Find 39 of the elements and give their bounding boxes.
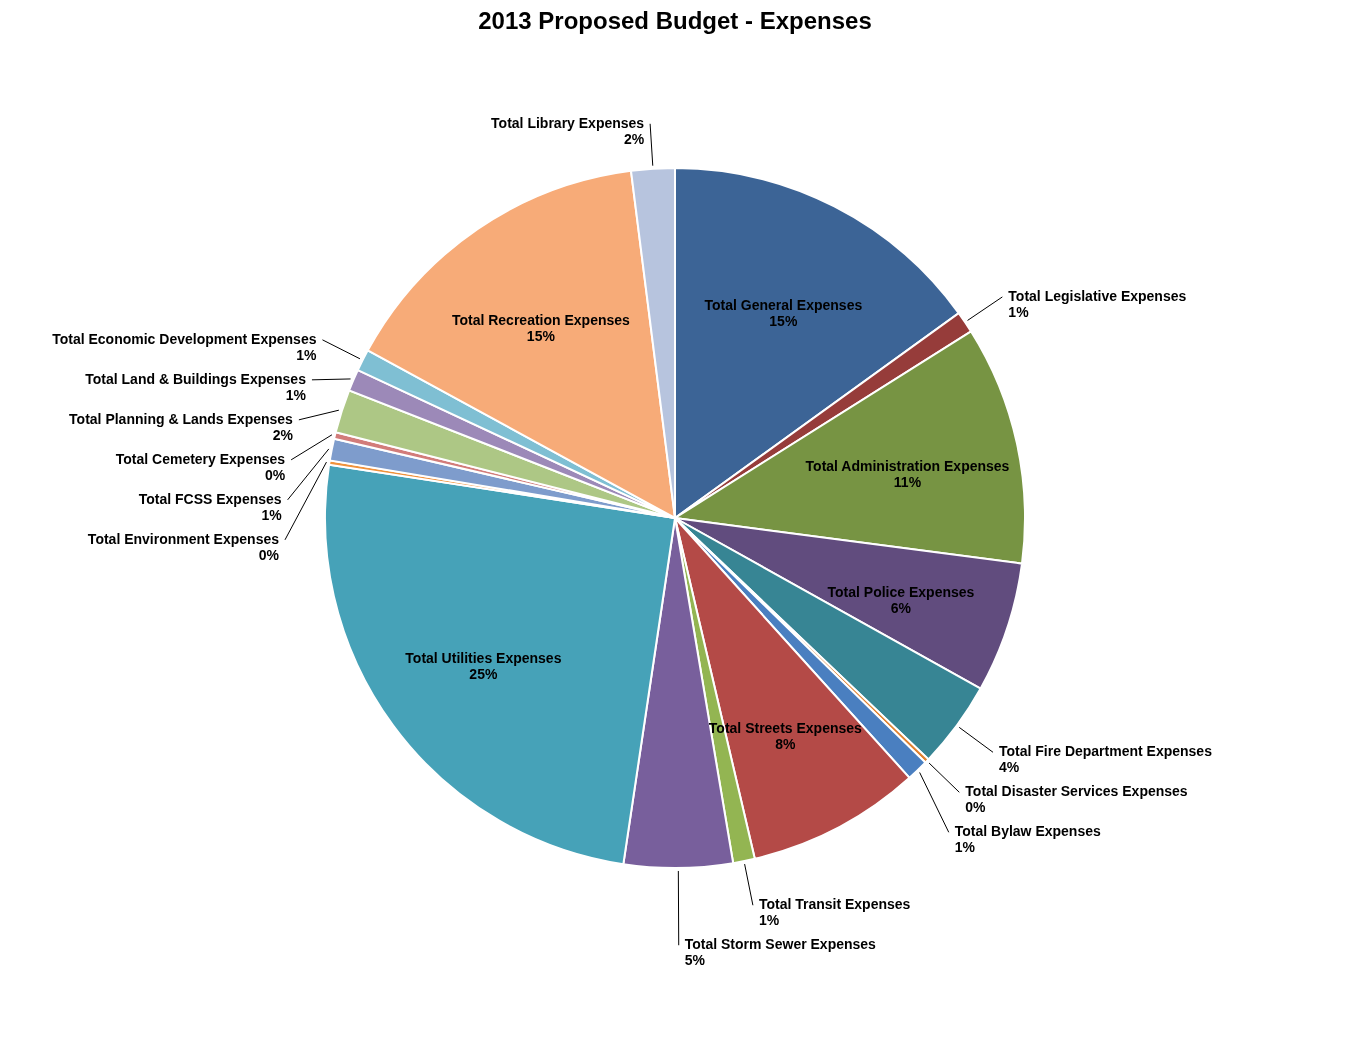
data-label: 15% bbox=[526, 328, 556, 345]
slice-label: Total Disaster Services Expenses bbox=[965, 783, 1188, 800]
data-label: 0% bbox=[258, 546, 280, 563]
slice-label: Total Bylaw Expenses bbox=[954, 823, 1101, 840]
slice-label: Total Economic Development Expenses bbox=[52, 330, 317, 347]
slice-label: Total FCSS Expenses bbox=[138, 490, 282, 507]
data-label: 6% bbox=[890, 599, 912, 616]
slice-label: Total Land & Buildings Expenses bbox=[85, 370, 307, 387]
slice-label: Total Utilities Expenses bbox=[405, 650, 562, 667]
data-label: 2% bbox=[272, 426, 294, 443]
data-label: 1% bbox=[296, 346, 318, 363]
slice-label: Total Fire Department Expenses bbox=[999, 743, 1213, 760]
chart-title: 2013 Proposed Budget - Expenses bbox=[478, 7, 872, 34]
slice-label: Total Environment Expenses bbox=[87, 530, 280, 547]
data-label: 1% bbox=[261, 506, 283, 523]
data-label: 8% bbox=[775, 735, 797, 752]
data-label: 11% bbox=[893, 474, 922, 491]
data-label: 1% bbox=[1008, 303, 1030, 320]
data-label: 15% bbox=[769, 313, 798, 330]
data-label: 1% bbox=[954, 839, 976, 856]
slice-label: Total Planning & Lands Expenses bbox=[69, 410, 294, 427]
slice-label: Total Storm Sewer Expenses bbox=[684, 936, 877, 953]
slice-label: Total Cemetery Expenses bbox=[115, 450, 286, 467]
data-label: 1% bbox=[758, 912, 780, 929]
data-label: 0% bbox=[965, 799, 987, 816]
slice-label: Total Streets Expenses bbox=[708, 719, 863, 736]
slice-label: Total Police Expenses bbox=[827, 583, 975, 600]
slice-label: Total General Expenses bbox=[704, 297, 863, 314]
data-label: 0% bbox=[264, 466, 286, 483]
data-label: 1% bbox=[285, 386, 307, 403]
data-label: 5% bbox=[684, 952, 706, 969]
slice-label: Total Legislative Expenses bbox=[1008, 287, 1187, 304]
data-label: 4% bbox=[999, 759, 1020, 776]
data-label: 25% bbox=[469, 666, 498, 683]
slice-label: Total Administration Expenses bbox=[805, 458, 1010, 475]
slice-label: Total Transit Expenses bbox=[758, 896, 911, 913]
slice-label: Total Recreation Expenses bbox=[451, 312, 631, 329]
slice-label: Total Library Expenses bbox=[491, 114, 645, 131]
data-label: 2% bbox=[623, 130, 645, 147]
